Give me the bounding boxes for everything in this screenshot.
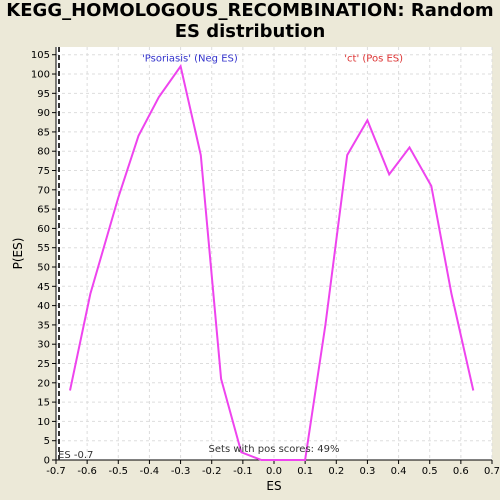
x-tick-label: -0.4 bbox=[140, 466, 160, 477]
y-tick-label: 100 bbox=[31, 70, 50, 81]
y-tick-label: 5 bbox=[44, 436, 50, 447]
y-tick-label: 10 bbox=[37, 417, 50, 428]
y-tick-label: 55 bbox=[37, 243, 50, 254]
y-tick-label: 40 bbox=[37, 301, 50, 312]
y-tick-label: 15 bbox=[37, 398, 50, 409]
y-tick-label: 105 bbox=[31, 50, 50, 61]
x-tick-label: 0.2 bbox=[328, 466, 344, 477]
y-tick-label: 80 bbox=[37, 147, 50, 158]
annotations: ES -0.7 'Psoriasis' (Neg ES) 'ct' (Pos ES)… bbox=[58, 47, 403, 461]
series-layer bbox=[69, 63, 475, 461]
y-tick-label: 0 bbox=[44, 456, 50, 467]
pos-scores-footnote: Sets with pos scores: 49% bbox=[209, 444, 340, 455]
x-tick-label: 0.7 bbox=[484, 466, 500, 477]
x-tick-label: 0.5 bbox=[422, 466, 438, 477]
x-tick-label: -0.1 bbox=[233, 466, 253, 477]
y-tick-label: 75 bbox=[37, 166, 50, 177]
x-axis-title: ES bbox=[266, 479, 281, 493]
series-line bbox=[69, 63, 475, 461]
x-tick-label: 0.0 bbox=[266, 466, 282, 477]
y-tick-label: 60 bbox=[37, 224, 50, 235]
y-tick-label: 85 bbox=[37, 127, 50, 138]
es-marker-label: ES -0.7 bbox=[58, 450, 93, 461]
neg-es-label: 'Psoriasis' (Neg ES) bbox=[142, 54, 238, 65]
y-tick-label: 20 bbox=[37, 378, 50, 389]
x-tick-label: 0.4 bbox=[391, 466, 407, 477]
x-tick-label: -0.5 bbox=[109, 466, 129, 477]
y-tick-label: 70 bbox=[37, 185, 50, 196]
y-tick-label: 35 bbox=[37, 320, 50, 331]
x-tick-label: -0.2 bbox=[202, 466, 222, 477]
y-tick-label: 50 bbox=[37, 263, 50, 274]
chart-title-line2: ES distribution bbox=[174, 21, 326, 42]
y-tick-label: 25 bbox=[37, 359, 50, 370]
y-tick-label: 65 bbox=[37, 205, 50, 216]
x-tick-label: 0.6 bbox=[453, 466, 469, 477]
axes: 0 5 10 15 20 25 30 35 40 45 50 55 60 65 70 75 80 85 90 95 10… bbox=[31, 47, 500, 477]
y-tick-label: 45 bbox=[37, 282, 50, 293]
chart-title-line1: KEGG_HOMOLOGOUS_RECOMBINATION: Random bbox=[6, 0, 494, 21]
x-tick-label: -0.6 bbox=[77, 466, 97, 477]
x-tick-label: -0.7 bbox=[46, 466, 66, 477]
y-tick-label: 95 bbox=[37, 89, 50, 100]
chart-title: KEGG_HOMOLOGOUS_RECOMBINATION: Random ES… bbox=[0, 0, 500, 42]
y-tick-label: 30 bbox=[37, 340, 50, 351]
x-tick-label: 0.1 bbox=[297, 466, 313, 477]
y-tick-label: 90 bbox=[37, 108, 50, 119]
grid bbox=[55, 47, 493, 461]
y-axis-title: P(ES) bbox=[11, 238, 25, 270]
x-tick-label: -0.3 bbox=[171, 466, 191, 477]
x-tick-label: 0.3 bbox=[359, 466, 375, 477]
pos-es-label: 'ct' (Pos ES) bbox=[344, 54, 403, 65]
